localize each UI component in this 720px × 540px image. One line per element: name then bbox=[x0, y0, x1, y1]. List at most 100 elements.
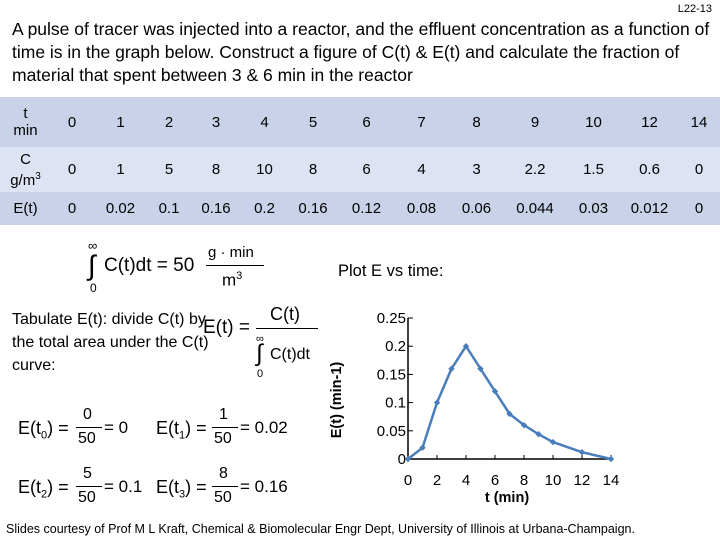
time-cell: 7 bbox=[394, 97, 449, 147]
integral-upper-limit: ∞ bbox=[88, 238, 98, 253]
e-def-integral-sign: ∫ bbox=[256, 340, 263, 367]
y-tick-label: 0.2 bbox=[385, 338, 406, 355]
e-cell: 0.2 bbox=[242, 192, 287, 225]
data-point bbox=[448, 365, 455, 372]
calc-fraction-bar bbox=[212, 427, 238, 428]
e-def-lhs: E(t) = bbox=[203, 317, 250, 338]
calc-numerator: 1 bbox=[219, 406, 228, 423]
x-tick-label: 0 bbox=[404, 472, 412, 489]
conc-cell: 0.6 bbox=[621, 147, 678, 192]
x-tick-label: 2 bbox=[433, 472, 441, 489]
plot-title: Plot E vs time: bbox=[338, 262, 444, 280]
e-cell: 0.12 bbox=[339, 192, 394, 225]
calc-lhs: E(t2) = bbox=[18, 477, 69, 501]
calc-lhs-text: E(t bbox=[18, 418, 42, 438]
calc-denominator: 50 bbox=[78, 489, 96, 506]
calc-lhs-text: E(t bbox=[156, 477, 180, 497]
conc-cell: 0 bbox=[678, 147, 720, 192]
data-point bbox=[477, 365, 484, 372]
calc-lhs: E(t1) = bbox=[156, 418, 207, 442]
calc-result: = 0.1 bbox=[104, 477, 143, 496]
data-point bbox=[578, 449, 586, 456]
conc-cell: 0 bbox=[51, 147, 93, 192]
e-series-line bbox=[407, 343, 612, 461]
data-point bbox=[462, 343, 470, 350]
x-tick-labels: 0 2 4 6 8 10 12 14 bbox=[404, 472, 620, 489]
x-tick-label: 4 bbox=[462, 472, 470, 489]
calc-fraction-bar bbox=[212, 486, 238, 487]
row-header-time: t min bbox=[0, 97, 51, 147]
data-point bbox=[506, 410, 513, 418]
calc-numerator: 5 bbox=[83, 465, 92, 482]
e-def-upper-limit: ∞ bbox=[256, 333, 264, 345]
calc-fraction-bar bbox=[76, 486, 102, 487]
conc-cell: 6 bbox=[339, 147, 394, 192]
data-point bbox=[491, 388, 499, 395]
conc-cell: 1.5 bbox=[566, 147, 621, 192]
calc-result: = 0.02 bbox=[240, 418, 288, 437]
e-cell: 0 bbox=[678, 192, 720, 225]
y-tick-label: 0.1 bbox=[385, 395, 406, 412]
calc-result: = 0.16 bbox=[240, 477, 288, 496]
calc-lhs: E(t3) = bbox=[156, 477, 207, 501]
e-def-lower-limit: 0 bbox=[257, 368, 264, 380]
conc-cell: 4 bbox=[394, 147, 449, 192]
row-header-conc-line2: g/m bbox=[10, 171, 36, 189]
calc-numerator: 8 bbox=[219, 465, 228, 482]
data-point bbox=[607, 455, 615, 463]
e-series-markers bbox=[404, 343, 615, 463]
y-axis-label: E(t) (min-1) bbox=[329, 361, 345, 439]
unit-numerator: g · min bbox=[208, 244, 254, 261]
time-cell: 1 bbox=[93, 97, 148, 147]
data-table: t min 0 1 2 3 4 5 6 7 8 9 10 12 14 C g/m… bbox=[0, 97, 720, 225]
unit-den-sup: 3 bbox=[236, 270, 243, 282]
data-point bbox=[404, 455, 412, 463]
e-cell: 0.16 bbox=[287, 192, 339, 225]
x-tick-label: 6 bbox=[491, 472, 499, 489]
tabulate-instructions: Tabulate E(t): divide C(t) by the total … bbox=[12, 311, 209, 374]
conc-cell: 5 bbox=[148, 147, 190, 192]
conc-cell: 3 bbox=[449, 147, 504, 192]
time-cell: 2 bbox=[148, 97, 190, 147]
e-cell: 0.1 bbox=[148, 192, 190, 225]
table-row-e: E(t) 0 0.02 0.1 0.16 0.2 0.16 0.12 0.08 … bbox=[0, 192, 720, 225]
row-header-time-line2: min bbox=[13, 122, 38, 139]
integral-lower-limit: 0 bbox=[90, 281, 97, 295]
time-cell: 12 bbox=[621, 97, 678, 147]
calc-fraction-bar bbox=[76, 427, 102, 428]
e-cell: 0.08 bbox=[394, 192, 449, 225]
data-point bbox=[549, 438, 557, 446]
calc-denominator: 50 bbox=[78, 430, 96, 447]
x-axis-label: t (min) bbox=[484, 490, 530, 506]
e-cell: 0.06 bbox=[449, 192, 504, 225]
x-tick-label: 10 bbox=[545, 472, 562, 489]
calc-result: = 0 bbox=[104, 418, 129, 437]
table-row-time: t min 0 1 2 3 4 5 6 7 8 9 10 12 14 bbox=[0, 97, 720, 147]
time-cell: 10 bbox=[566, 97, 621, 147]
y-tick-label: 0.05 bbox=[377, 423, 406, 440]
y-tick-labels: 0 0.05 0.1 0.15 0.2 0.25 bbox=[377, 310, 406, 468]
data-point bbox=[535, 430, 542, 438]
calc-lhs-text: E(t bbox=[18, 477, 42, 497]
e-def-denominator: C(t)dt bbox=[270, 346, 310, 363]
row-header-time-line1: t bbox=[23, 105, 28, 122]
y-tick-label: 0 bbox=[398, 451, 406, 468]
data-point bbox=[419, 444, 426, 451]
e-cell: 0.03 bbox=[566, 192, 621, 225]
x-tick-label: 8 bbox=[520, 472, 528, 489]
conc-cell: 2.2 bbox=[504, 147, 566, 192]
calc-sub: 2 bbox=[41, 488, 48, 501]
calc-denominator: 50 bbox=[214, 430, 232, 447]
time-cell: 14 bbox=[678, 97, 720, 147]
integral-body: C(t)dt = 50 bbox=[104, 255, 195, 276]
y-tick-label: 0.15 bbox=[377, 366, 406, 383]
time-cell: 3 bbox=[190, 97, 242, 147]
y-tick-label: 0.25 bbox=[377, 310, 406, 327]
x-tick-label: 14 bbox=[603, 472, 620, 489]
table-row-concentration: C g/m3 0 1 5 8 10 8 6 4 3 2.2 1.5 0.6 0 bbox=[0, 147, 720, 192]
time-cell: 4 bbox=[242, 97, 287, 147]
e-cell: 0 bbox=[51, 192, 93, 225]
slide-number: L22-13 bbox=[677, 3, 712, 15]
e-cell: 0.044 bbox=[504, 192, 566, 225]
data-point bbox=[520, 421, 528, 429]
